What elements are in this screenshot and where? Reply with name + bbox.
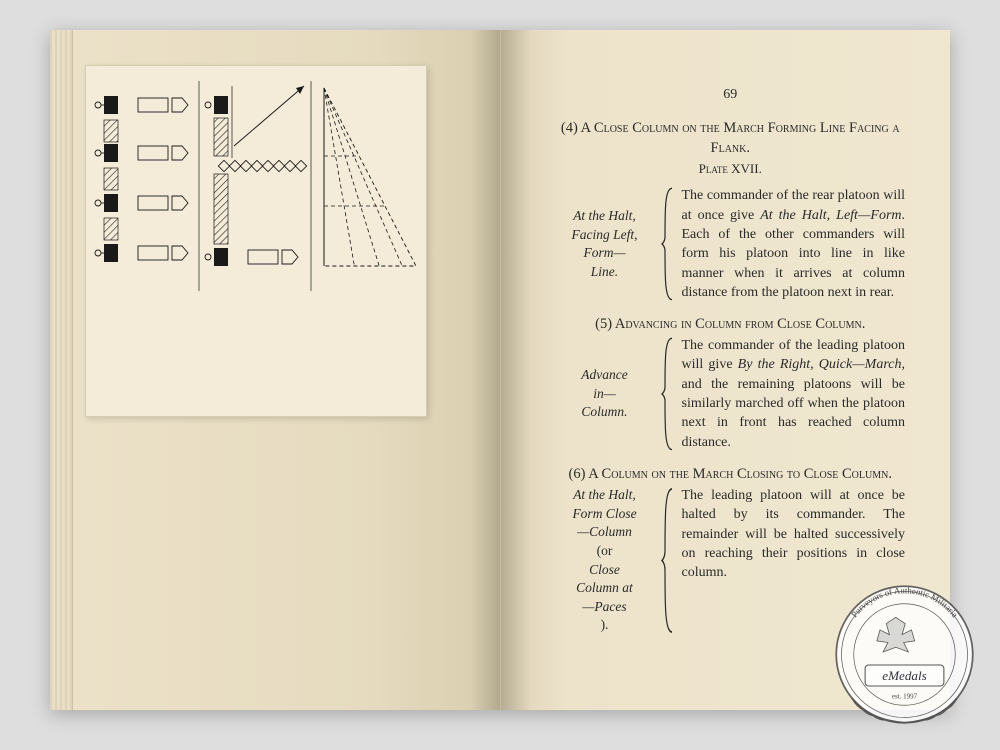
- spine-shadow: [501, 30, 531, 710]
- section-heading: (6) A Column on the March Closing to Clo…: [556, 464, 906, 484]
- curly-brace: [660, 336, 676, 452]
- emedals-watermark: Purveyors of Authentic Militaria eMedals…: [817, 567, 992, 742]
- watermark-brand: eMedals: [882, 668, 926, 683]
- section-body: The commander of the rear platoon will a…: [676, 186, 906, 302]
- curly-brace: [660, 186, 676, 302]
- diagram-plate: [85, 65, 427, 417]
- left-page: [50, 30, 501, 710]
- section-body: The commander of the leading platoon wil…: [676, 336, 906, 452]
- formation-diagram: [86, 66, 426, 416]
- section-heading: (5) Advancing in Column from Close Colum…: [556, 314, 906, 334]
- open-book: 69 (4) A Close Column on the March Formi…: [50, 30, 950, 710]
- plate-label: Plate XVII.: [556, 160, 906, 178]
- command-entry: Advancein—Column.The commander of the le…: [556, 336, 906, 452]
- command-words: At the Halt,Facing Left,Form—Line.: [556, 186, 660, 302]
- spine-shadow: [470, 30, 500, 710]
- section-heading: (4) A Close Column on the March Forming …: [556, 118, 906, 158]
- curly-brace: [660, 486, 676, 635]
- command-entry: At the Halt,Facing Left,Form—Line.The co…: [556, 186, 906, 302]
- watermark-est: est. 1997: [892, 692, 918, 700]
- command-words: Advancein—Column.: [556, 336, 660, 452]
- page-edge-stack: [50, 30, 73, 710]
- page-number: 69: [556, 85, 906, 104]
- command-words: At the Halt,Form Close—Column(or CloseCo…: [556, 486, 660, 635]
